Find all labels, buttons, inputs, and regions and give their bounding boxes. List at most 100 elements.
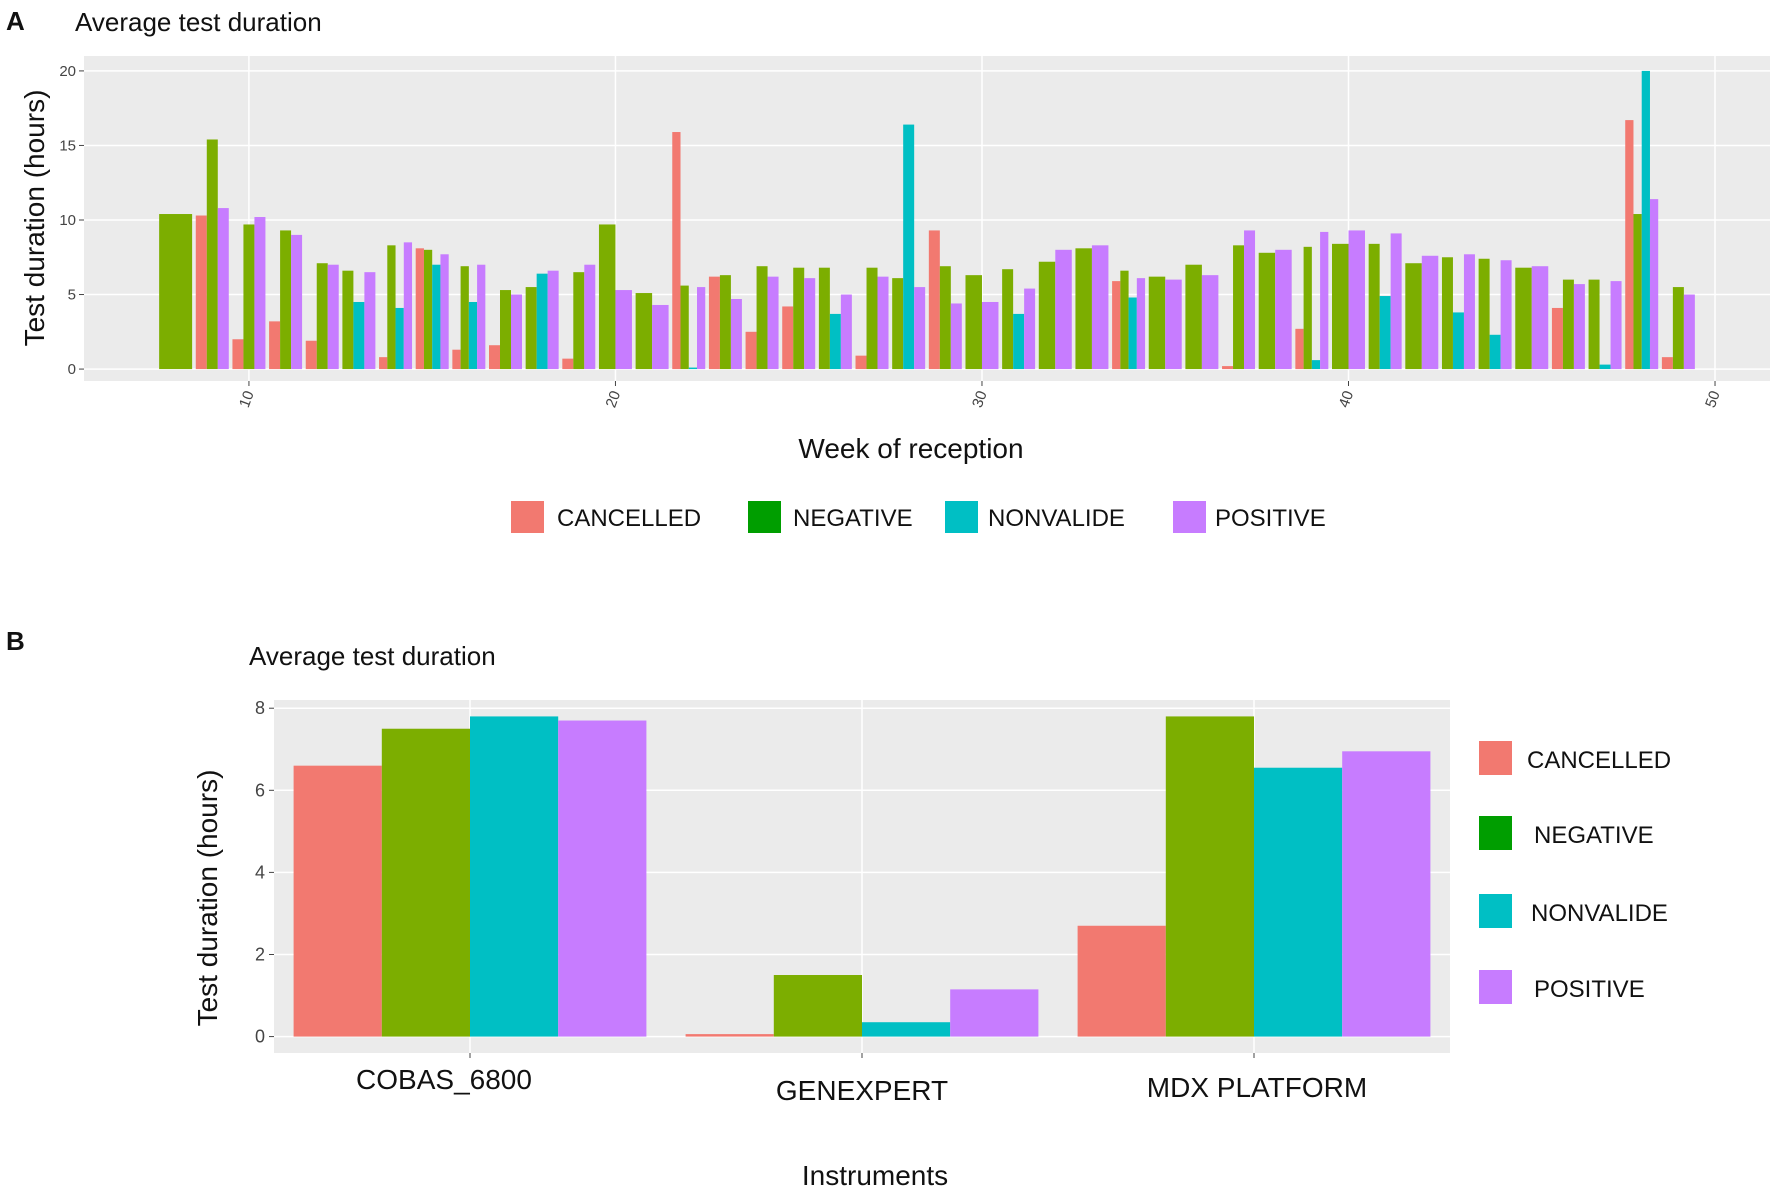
bar-week-48-negative [1633, 214, 1642, 370]
bar-week-29-cancelled [928, 230, 940, 370]
bar-week-14-nonvalide [395, 307, 404, 370]
legend-b-swatch-cancelled [1479, 741, 1512, 775]
bar-week-11-positive [291, 234, 303, 370]
bar-week-14-positive [403, 242, 413, 370]
bar-week-29-negative [939, 266, 951, 370]
bar-week-19-positive [584, 264, 596, 370]
bar-week-40-negative [1332, 243, 1349, 370]
bar-week-49-cancelled [1661, 357, 1673, 370]
panel-a-xtick-label-50: 50 [1702, 389, 1724, 410]
legend-b-swatch-nonvalide [1479, 894, 1512, 928]
bar-genexpert-positive [950, 989, 1039, 1037]
panel-b-x-axis-title: Instruments [802, 1160, 948, 1187]
bar-week-31-nonvalide [1013, 313, 1025, 370]
bar-week-39-positive [1320, 231, 1329, 370]
bar-week-42-negative [1405, 263, 1422, 370]
bar-week-37-negative [1233, 245, 1245, 370]
legend-a-swatch-cancelled [511, 501, 544, 533]
bar-week-44-nonvalide [1489, 334, 1501, 370]
bar-cobas-6800-nonvalide [470, 716, 559, 1037]
bar-mdx-platform-negative [1165, 716, 1254, 1037]
bar-week-39-nonvalide [1311, 360, 1321, 370]
bar-week-32-positive [1055, 249, 1072, 370]
panel-b-ytick-label-6: 6 [255, 780, 265, 800]
bar-week-35-positive [1165, 279, 1182, 370]
bar-week-10-negative [243, 224, 255, 370]
bar-week-42-positive [1421, 255, 1439, 370]
bar-week-27-positive [877, 276, 889, 370]
bar-genexpert-cancelled [685, 1034, 774, 1037]
bar-week-24-negative [756, 266, 768, 370]
bar-week-12-negative [316, 263, 328, 370]
bar-week-28-negative [892, 278, 904, 370]
bar-week-46-negative [1562, 279, 1574, 370]
bar-week-17-cancelled [489, 345, 501, 370]
bar-week-18-positive [547, 270, 559, 370]
panel-a-xtick-label-20: 20 [603, 389, 625, 410]
bar-week-18-negative [525, 287, 537, 370]
bar-cobas-6800-negative [381, 728, 470, 1037]
bar-week-16-nonvalide [468, 301, 478, 370]
legend-a-swatch-negative [748, 501, 781, 533]
bar-week-25-positive [804, 278, 816, 370]
bar-week-14-cancelled [379, 357, 388, 370]
bar-week-23-negative [719, 275, 731, 370]
bar-week-21-positive [652, 304, 669, 370]
bar-week-30-negative [965, 275, 982, 370]
bar-week-19-cancelled [562, 358, 574, 370]
panel-b-ytick-label-2: 2 [255, 944, 265, 964]
legend-b-swatch-negative [1479, 816, 1512, 850]
panel-b: B Average test duration 0 2 4 6 8 COBAS_6800… [6, 626, 1671, 1187]
bar-week-15-cancelled [415, 248, 424, 370]
bar-mdx-platform-cancelled [1077, 925, 1166, 1037]
bar-week-45-positive [1531, 266, 1549, 370]
bar-week-39-cancelled [1295, 328, 1304, 370]
bar-week-32-negative [1038, 261, 1056, 370]
bar-week-11-cancelled [269, 321, 281, 370]
panel-a-xtick-label-40: 40 [1336, 389, 1358, 410]
panel-a-xtick-label-10: 10 [236, 389, 258, 410]
bar-week-43-positive [1463, 254, 1475, 370]
bar-week-21-negative [635, 293, 653, 370]
panel-a-x-axis-title: Week of reception [798, 433, 1023, 464]
bar-week-49-negative [1672, 287, 1684, 370]
bar-week-44-positive [1500, 260, 1512, 370]
bar-genexpert-negative [773, 975, 862, 1037]
panel-a-ytick-label-5: 5 [68, 287, 76, 304]
legend-a-label-positive: POSITIVE [1215, 505, 1326, 532]
panel-a-xtick-label-30: 30 [969, 389, 991, 410]
legend-b-swatch-positive [1479, 970, 1512, 1004]
bar-week-24-cancelled [745, 331, 757, 370]
bar-week-34-cancelled [1112, 281, 1121, 370]
bar-week-12-positive [327, 264, 339, 370]
bar-week-33-positive [1091, 245, 1109, 370]
bar-week-47-negative [1588, 279, 1600, 370]
bar-week-37-positive [1244, 230, 1256, 370]
bar-week-20-positive [615, 290, 632, 370]
bar-week-26-positive [840, 294, 852, 370]
bar-week-16-negative [460, 266, 469, 370]
panel-b-letter: B [6, 626, 25, 656]
bar-week-38-negative [1258, 252, 1276, 370]
bar-week-40-positive [1348, 230, 1365, 370]
bar-week-22-cancelled [672, 132, 681, 370]
bar-week-46-positive [1573, 284, 1585, 370]
bar-week-34-nonvalide [1128, 297, 1137, 370]
bar-week-22-negative [680, 285, 689, 370]
panel-a-title: Average test duration [75, 7, 322, 37]
bar-week-36-positive [1201, 275, 1219, 370]
bar-week-13-negative [342, 270, 354, 370]
bar-week-16-positive [477, 264, 486, 370]
bar-week-41-negative [1368, 243, 1380, 370]
bar-week-22-nonvalide [688, 367, 698, 370]
bar-week-14-negative [387, 245, 396, 370]
panel-a-y-axis-title: Test duration (hours) [19, 90, 50, 347]
bar-week-48-positive [1649, 199, 1659, 370]
bar-week-39-negative [1303, 246, 1312, 370]
bar-week-17-positive [510, 294, 522, 370]
panel-b-title: Average test duration [249, 641, 496, 671]
panel-b-ytick-label-0: 0 [255, 1027, 265, 1047]
bar-week-10-positive [254, 217, 266, 370]
bar-week-49-positive [1683, 294, 1695, 370]
bar-week-25-cancelled [782, 306, 794, 370]
